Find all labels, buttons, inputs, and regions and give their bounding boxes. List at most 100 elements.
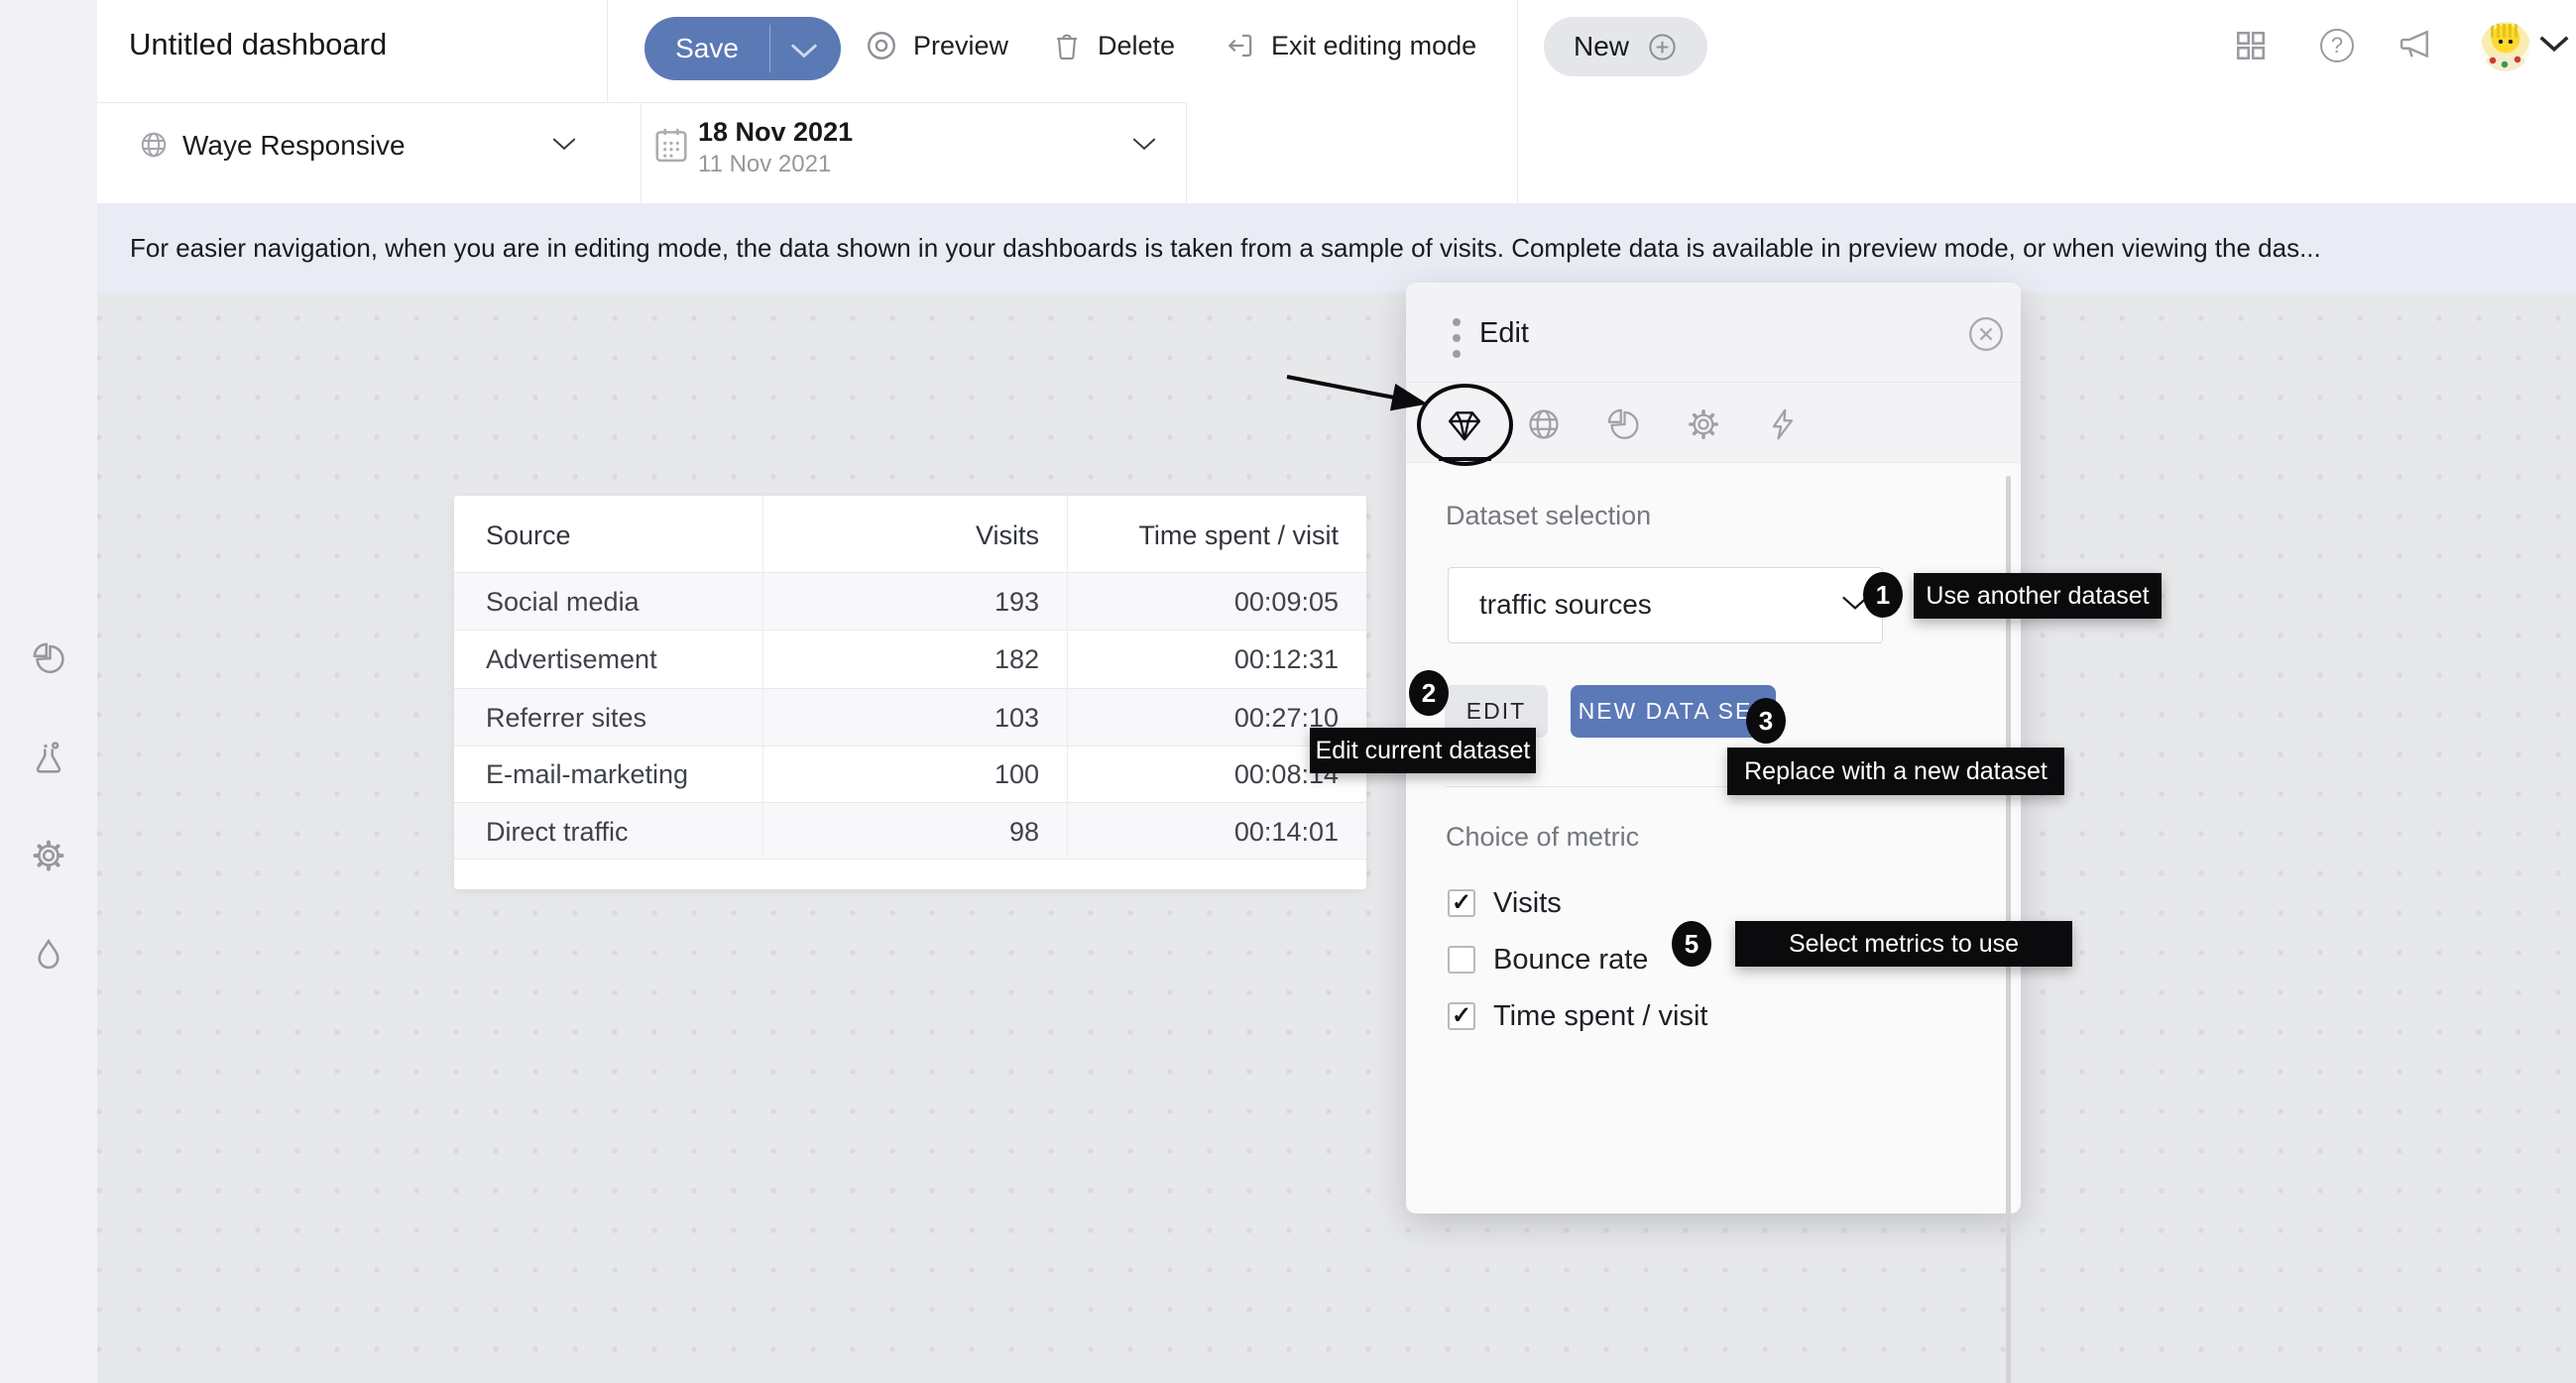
col-header-visits: Visits [975,520,1039,550]
annotation-step-1: 1 [1863,572,1903,618]
avatar-face [2498,40,2514,44]
row-divider [454,746,1366,747]
cell-visits: 182 [994,644,1039,674]
delete-button[interactable]: Delete [1051,20,1175,71]
preview-eye-icon [865,29,898,62]
dataset-selection-heading: Dataset selection [1446,501,1652,530]
account-menu-chevron-icon[interactable] [2538,35,2570,54]
calendar-icon [652,124,690,166]
cell-source: E-mail-marketing [486,759,689,789]
announcements-megaphone-icon[interactable] [2397,27,2430,60]
metric-label-visits: Visits [1493,887,1562,919]
annotation-step-3: 3 [1746,698,1786,744]
new-dataset-button[interactable]: NEW DATA SET [1571,685,1776,738]
preview-label: Preview [913,30,1009,60]
cell-visits: 103 [994,703,1039,733]
metric-checkbox-time-spent[interactable]: ✓ [1448,1002,1475,1030]
annotation-arrow [1286,375,1428,411]
divider [1406,462,2021,463]
apps-grid-icon[interactable] [2234,29,2268,62]
metric-label-time-spent: Time spent / visit [1493,1000,1708,1032]
tooltip-replace-with-new-dataset: Replace with a new dataset [1727,748,2064,795]
divider [1517,0,1518,203]
column-divider [762,496,763,858]
panel-title: Edit [1479,317,1529,349]
row-divider [454,802,1366,803]
cell-visits: 100 [994,759,1039,789]
cell-visits: 193 [994,587,1039,617]
cell-source: Advertisement [486,644,657,674]
divider [1186,102,1187,203]
row-stripe [454,688,1366,746]
top-bar [97,0,2576,203]
cell-time: 00:09:05 [1233,587,1339,617]
date-range-compare: 11 Nov 2021 [698,151,832,177]
metric-checkbox-bounce-rate[interactable] [1448,946,1475,974]
tooltip-edit-current-dataset: Edit current dataset [1310,728,1536,773]
date-range-primary[interactable]: 18 Nov 2021 [698,117,854,147]
divider [769,25,770,72]
tab-dataset-diamond-icon[interactable] [1446,406,1483,444]
save-options-chevron-icon[interactable] [789,43,819,59]
cell-source: Direct traffic [486,817,629,847]
tooltip-use-another-dataset: Use another dataset [1914,573,2162,619]
tab-scope-globe-icon[interactable] [1526,406,1564,444]
active-tab-underline [1439,457,1491,461]
col-header-source: Source [486,520,571,550]
tab-chart-type-pie-icon[interactable] [1605,406,1643,444]
experiments-flask-icon[interactable] [31,742,66,777]
save-button[interactable]: Save [675,33,739,63]
divider [641,102,642,203]
trash-icon [1051,30,1083,61]
avatar-hair [2491,24,2520,38]
divider [1406,382,2021,383]
dataset-select[interactable]: traffic sources [1448,567,1883,643]
cell-time: 00:14:01 [1233,817,1339,847]
save-split-button[interactable]: Save [644,17,841,80]
close-icon[interactable] [1967,315,2005,353]
new-dashboard-button[interactable]: New [1544,17,1707,76]
divider [97,102,1186,103]
settings-gear-icon[interactable] [31,838,66,873]
plus-circle-icon [1647,32,1678,62]
traffic-sources-widget[interactable]: Source Visits Time spent / visit Social … [454,496,1366,889]
website-selector[interactable]: Waye Responsive [182,130,406,161]
tab-settings-gear-icon[interactable] [1686,406,1723,444]
cell-time: 00:27:10 [1233,703,1339,733]
choice-of-metric-heading: Choice of metric [1446,822,1640,852]
row-divider [454,688,1366,689]
row-stripe [454,802,1366,859]
exit-editing-button[interactable]: Exit editing mode [1225,20,1476,71]
dataset-selected-value: traffic sources [1479,589,1652,620]
col-header-time: Time spent / visit [1138,520,1339,550]
row-divider [454,630,1366,631]
new-label: New [1573,31,1629,61]
exit-editing-label: Exit editing mode [1271,30,1477,60]
cell-time: 00:08:14 [1233,759,1339,789]
divider [607,0,608,102]
cell-visits: 98 [1008,817,1039,847]
left-nav-rail [0,0,98,1383]
avatar-shirt [2485,55,2526,71]
tab-interactions-lightning-icon[interactable] [1765,406,1803,444]
preview-button[interactable]: Preview [865,20,1008,71]
column-divider [1067,496,1068,858]
website-globe-icon [139,130,169,160]
row-divider [454,572,1366,573]
website-chevron-icon[interactable] [551,137,577,152]
cell-source: Referrer sites [486,703,647,733]
drag-handle-icon[interactable] [1452,317,1462,359]
metric-checkbox-visits[interactable]: ✓ [1448,889,1475,917]
user-avatar[interactable] [2481,22,2530,71]
date-chevron-icon[interactable] [1131,137,1157,152]
row-stripe [454,572,1366,630]
help-icon[interactable]: ? [2320,29,2354,62]
delete-label: Delete [1098,30,1176,60]
reports-pie-icon[interactable] [31,640,66,676]
dashboard-title[interactable]: Untitled dashboard [129,27,388,61]
row-divider [454,859,1366,860]
banner-text: For easier navigation, when you are in e… [130,232,2321,263]
tooltip-select-metrics: Select metrics to use [1735,921,2072,967]
tag-manager-drop-icon[interactable] [31,937,66,973]
